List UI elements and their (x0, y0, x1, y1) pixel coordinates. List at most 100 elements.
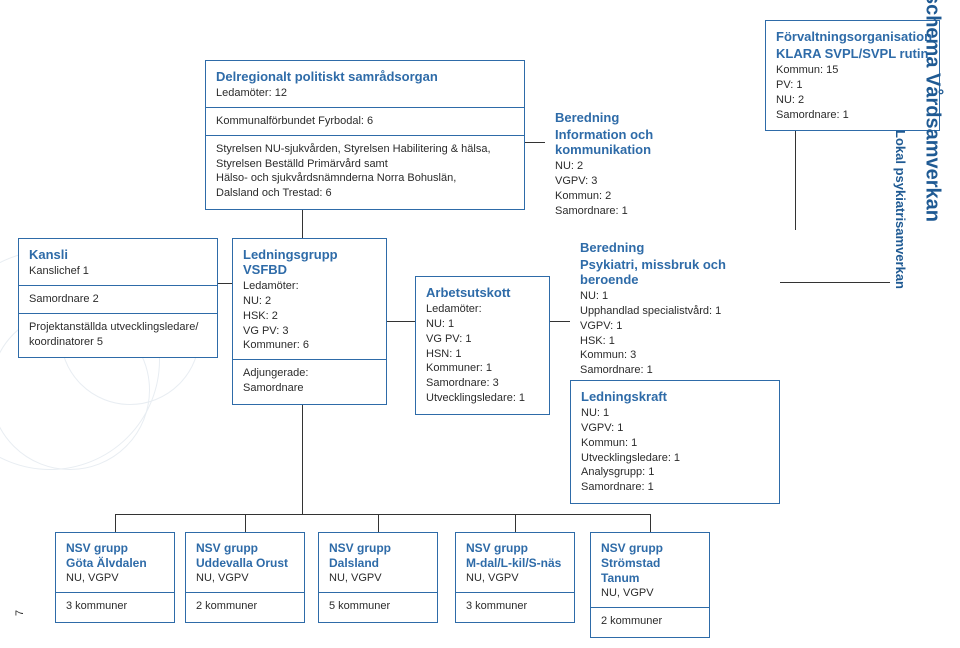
text: VG PV: 3 (243, 324, 376, 339)
divider (186, 592, 304, 593)
text: NU, VGPV (66, 571, 164, 586)
text: NU: 1 (580, 289, 770, 304)
connector (780, 282, 890, 283)
text: 3 kommuner (466, 599, 564, 614)
box-title: Ledningsgrupp VSFBD (243, 247, 376, 277)
text: VGPV: 1 (581, 421, 769, 436)
text: Samordnare: 3 (426, 376, 539, 391)
text: Samordnare: 1 (580, 363, 770, 378)
text: Adjungerade: (243, 366, 376, 381)
text: M-dal/L-kil/S-näs (466, 556, 564, 571)
connector (795, 120, 796, 230)
text: Hälso- och sjukvårdsnämnderna Norra Bohu… (216, 171, 514, 186)
box-ledningsgrupp: Ledningsgrupp VSFBD Ledamöter: NU: 2 HSK… (232, 238, 387, 405)
divider (206, 107, 524, 108)
text: VGPV: 3 (555, 174, 745, 189)
text: Kommuner: 1 (426, 361, 539, 376)
connector (218, 283, 232, 284)
text: Kommun: 2 (555, 189, 745, 204)
text: NSV grupp (66, 541, 164, 556)
box-nsv-uddevalla: NSV grupp Uddevalla Orust NU, VGPV 2 kom… (185, 532, 305, 623)
box-nsv-dalsland: NSV grupp Dalsland NU, VGPV 5 kommuner (318, 532, 438, 623)
text: Kommun: 15 (776, 63, 929, 78)
divider (591, 607, 709, 608)
box-title: Delregionalt politiskt samrådsorgan (216, 69, 514, 84)
connector (115, 514, 650, 515)
text: NSV grupp (601, 541, 699, 556)
box-ledningskraft: Ledningskraft NU: 1 VGPV: 1 Kommun: 1 Ut… (570, 380, 780, 504)
text: Utvecklingsledare: 1 (581, 451, 769, 466)
box-kansli: Kansli Kanslichef 1 Samordnare 2 Projekt… (18, 238, 218, 358)
text: NSV grupp (329, 541, 427, 556)
text: NU: 1 (426, 317, 539, 332)
text: Samordnare (243, 381, 376, 396)
text: Kanslichef 1 (29, 264, 207, 279)
side-subtitle: Lokal psykiatrisamverkan (893, 130, 908, 289)
text: HSK: 1 (580, 334, 770, 349)
divider (56, 592, 174, 593)
box-title: KLARA SVPL/SVPL rutin (776, 46, 929, 61)
text: NU: 2 (243, 294, 376, 309)
text: Kommuner: 6 (243, 338, 376, 353)
text: NU, VGPV (196, 571, 294, 586)
divider (19, 313, 217, 314)
text: Utvecklingsledare: 1 (426, 391, 539, 406)
connector (245, 514, 246, 532)
text: 2 kommuner (196, 599, 294, 614)
box-delregionalt: Delregionalt politiskt samrådsorgan Leda… (205, 60, 525, 210)
connector (378, 514, 379, 532)
text: koordinatorer 5 (29, 335, 207, 350)
text: Ledamöter: 12 (216, 86, 514, 101)
text: NU, VGPV (329, 571, 427, 586)
connector (525, 142, 545, 143)
connector (550, 321, 570, 322)
box-title: Förvaltningsorganisation (776, 29, 929, 44)
box-title: Arbetsutskott (426, 285, 539, 300)
connector (387, 321, 415, 322)
divider (456, 592, 574, 593)
text: Upphandlad specialistvård: 1 (580, 304, 770, 319)
text: VG PV: 1 (426, 332, 539, 347)
text: 3 kommuner (66, 599, 164, 614)
connector (115, 514, 116, 532)
text: HSK: 2 (243, 309, 376, 324)
text: NU: 2 (555, 159, 745, 174)
text: Uddevalla Orust (196, 556, 294, 571)
divider (233, 359, 386, 360)
box-beredning-psykiatri: Beredning Psykiatri, missbruk och beroen… (570, 232, 780, 386)
text: NU: 2 (776, 93, 929, 108)
divider (19, 285, 217, 286)
text: 5 kommuner (329, 599, 427, 614)
box-title: Kansli (29, 247, 207, 262)
divider (206, 135, 524, 136)
side-title: Organisationsschema Vårdsamverkan (921, 0, 944, 222)
text: VGPV: 1 (580, 319, 770, 334)
text: NSV grupp (466, 541, 564, 556)
text: NU, VGPV (466, 571, 564, 586)
box-title: Psykiatri, missbruk och beroende (580, 257, 770, 287)
text: Analysgrupp: 1 (581, 465, 769, 480)
text: Samordnare: 1 (776, 108, 929, 123)
text: Samordnare: 1 (555, 204, 745, 219)
text: Styrelsen Beställd Primärvård samt (216, 157, 514, 172)
text: Projektanställda utvecklingsledare/ (29, 320, 207, 335)
text: PV: 1 (776, 78, 929, 93)
text: Kommunalförbundet Fyrbodal: 6 (216, 114, 514, 129)
connector (515, 514, 516, 532)
text: NU, VGPV (601, 586, 699, 601)
text: NSV grupp (196, 541, 294, 556)
divider (319, 592, 437, 593)
box-forvaltning: Förvaltningsorganisation KLARA SVPL/SVPL… (765, 20, 940, 131)
box-title: Ledningskraft (581, 389, 769, 404)
text: Dalsland och Trestad: 6 (216, 186, 514, 201)
box-nsv-stromstad: NSV grupp Strömstad Tanum NU, VGPV 2 kom… (590, 532, 710, 638)
text: Göta Älvdalen (66, 556, 164, 571)
box-nsv-mdal: NSV grupp M-dal/L-kil/S-näs NU, VGPV 3 k… (455, 532, 575, 623)
text: HSN: 1 (426, 347, 539, 362)
text: Ledamöter: (243, 279, 376, 294)
text: Strömstad Tanum (601, 556, 699, 586)
text: Samordnare: 1 (581, 480, 769, 495)
text: 2 kommuner (601, 614, 699, 629)
text: Styrelsen NU-sjukvården, Styrelsen Habil… (216, 142, 514, 157)
text: NU: 1 (581, 406, 769, 421)
